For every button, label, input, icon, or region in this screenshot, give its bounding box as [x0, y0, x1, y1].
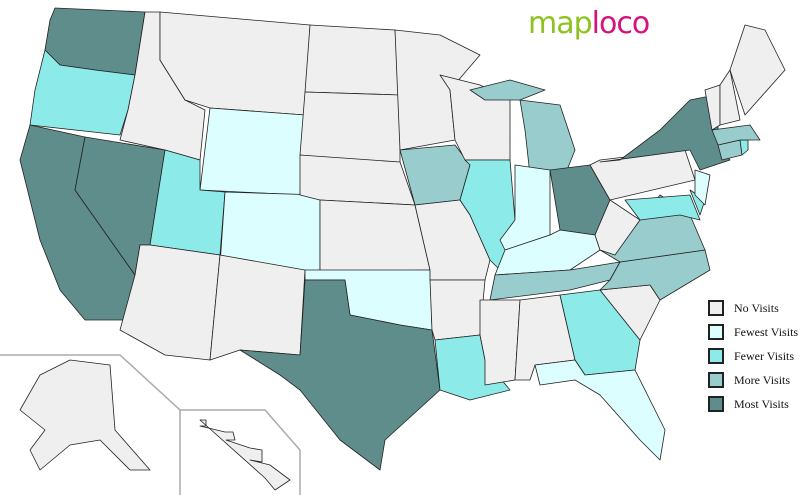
maploco-logo: maploco [528, 6, 650, 41]
legend-item-most: Most Visits [708, 392, 798, 416]
legend-item-fewer: Fewer Visits [708, 344, 798, 368]
state-nh[interactable] [719, 69, 741, 126]
legend-item-more: More Visits [708, 368, 798, 392]
state-nd[interactable] [304, 24, 401, 96]
legend-label: More Visits [734, 372, 791, 387]
state-nm[interactable] [209, 254, 306, 361]
legend-swatch [708, 348, 724, 364]
state-nj[interactable] [694, 169, 711, 206]
state-wy[interactable] [199, 107, 306, 196]
inset-border-hawaii [180, 409, 301, 495]
inset-border-alaska [0, 354, 181, 495]
state-tx[interactable] [239, 279, 441, 471]
state-fl[interactable] [534, 359, 666, 461]
legend-label: Most Visits [734, 396, 789, 411]
state-ar[interactable] [429, 279, 486, 341]
legend-swatch [708, 300, 724, 316]
legend-item-fewest: Fewest Visits [708, 320, 798, 344]
legend-label: No Visits [734, 300, 779, 315]
legend-label: Fewer Visits [734, 348, 795, 363]
state-hi[interactable] [199, 419, 291, 491]
state-sd[interactable] [299, 91, 401, 166]
state-ak[interactable] [19, 359, 151, 471]
state-ma[interactable] [711, 124, 761, 146]
state-md[interactable] [624, 194, 701, 221]
state-ms[interactable] [479, 299, 521, 386]
legend-swatch [708, 324, 724, 340]
state-me[interactable] [729, 24, 786, 116]
legend-swatch [708, 396, 724, 412]
legend-item-none: No Visits [708, 296, 798, 320]
state-ky[interactable] [494, 229, 601, 276]
legend: No Visits Fewest Visits Fewer Visits More V… [708, 296, 798, 416]
state-mi[interactable] [469, 79, 576, 176]
legend-swatch [708, 372, 724, 388]
state-ks[interactable] [319, 199, 431, 273]
state-ne[interactable] [299, 154, 416, 206]
legend-label: Fewest Visits [734, 324, 799, 339]
state-pa[interactable] [589, 149, 696, 201]
